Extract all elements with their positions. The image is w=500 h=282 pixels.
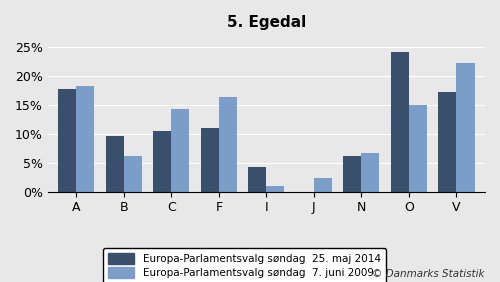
Bar (362, 153, 380, 192)
Text: © Danmarks Statistik: © Danmarks Statistik (372, 269, 485, 279)
Bar (391, 52, 409, 192)
Bar (76, 86, 94, 192)
Bar (124, 157, 142, 192)
Title: 5. Egedal: 5. Egedal (226, 15, 306, 30)
Bar (201, 128, 219, 192)
Bar (409, 105, 427, 192)
Bar (266, 186, 284, 192)
Bar (106, 136, 124, 192)
Bar (456, 63, 474, 192)
Legend: Europa-Parlamentsvalg søndag  25. maj 2014, Europa-Parlamentsvalg søndag  7. jun: Europa-Parlamentsvalg søndag 25. maj 201… (103, 248, 386, 282)
Bar (219, 97, 237, 192)
Bar (248, 168, 266, 192)
Bar (344, 156, 361, 192)
Bar (58, 89, 76, 192)
Bar (172, 109, 190, 192)
Bar (314, 178, 332, 192)
Bar (438, 92, 456, 192)
Bar (153, 131, 172, 192)
